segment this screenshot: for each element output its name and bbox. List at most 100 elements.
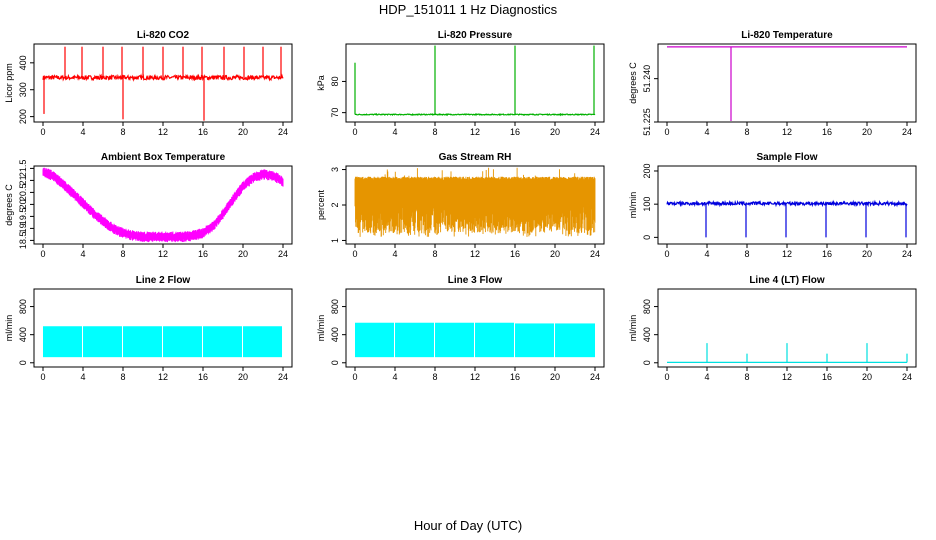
x-tick-label: 20: [862, 249, 872, 259]
series: [667, 343, 908, 363]
x-tick-label: 20: [862, 372, 872, 382]
panel-title: Line 2 Flow: [136, 275, 191, 286]
y-axis-label: degrees C: [628, 62, 638, 104]
y-tick-label: 200: [642, 163, 652, 178]
series: [667, 46, 907, 121]
y-tick-label: 0: [642, 235, 652, 240]
panel-title: Sample Flow: [756, 152, 817, 163]
panel-7: Line 2 Flow ml/min 0 4 8 12 16 20 24 0 400 800: [4, 275, 293, 382]
flow-segment: [555, 323, 595, 358]
x-tick-label: 8: [744, 249, 749, 259]
x-tick-label: 20: [550, 127, 560, 137]
y-tick-label: 20.5: [18, 184, 28, 202]
y-tick-label: 800: [18, 299, 28, 314]
panel-title: Li-820 Temperature: [741, 30, 833, 41]
y-axis-label: degrees C: [4, 184, 14, 226]
x-tick-label: 8: [432, 372, 437, 382]
y-tick-label: 300: [18, 82, 28, 97]
flow-segment: [515, 323, 554, 358]
x-tick-label: 0: [40, 249, 45, 259]
flow-segment: [83, 326, 122, 358]
y-tick-label: 400: [18, 55, 28, 70]
y-tick-label: 19.5: [18, 208, 28, 226]
x-tick-label: 12: [158, 372, 168, 382]
y-tick-label: 0: [330, 360, 340, 365]
flow-segment: [395, 322, 434, 358]
x-tick-label: 4: [80, 372, 85, 382]
x-tick-label: 16: [510, 127, 520, 137]
flow-segment: [123, 326, 162, 358]
baseline-trace: [42, 73, 284, 82]
y-tick-label: 800: [642, 299, 652, 314]
baseline-trace: [666, 199, 908, 208]
y-tick-label: 20: [18, 199, 28, 209]
flow-segment: [43, 326, 82, 358]
x-tick-label: 4: [704, 372, 709, 382]
x-tick-label: 20: [238, 372, 248, 382]
x-tick-label: 8: [744, 372, 749, 382]
y-tick-label: 19: [18, 223, 28, 233]
x-tick-label: 16: [510, 372, 520, 382]
y-tick-label: 21: [18, 175, 28, 185]
x-tick-label: 24: [902, 372, 912, 382]
x-tick-label: 0: [352, 372, 357, 382]
plot-box: [345, 43, 605, 123]
panel-title: Li-820 Pressure: [438, 30, 513, 41]
panel-4: Ambient Box Temperature degrees C 0 4 8 12 16 2…: [4, 152, 293, 259]
y-tick-label: 400: [18, 327, 28, 342]
x-tick-label: 16: [822, 372, 832, 382]
y-tick-label: 70: [330, 108, 340, 118]
x-tick-label: 12: [782, 372, 792, 382]
x-tick-label: 0: [40, 127, 45, 137]
x-tick-label: 16: [822, 249, 832, 259]
x-tick-label: 16: [198, 372, 208, 382]
flow-segment: [355, 322, 394, 358]
x-tick-label: 4: [704, 127, 709, 137]
y-tick-label: 400: [330, 327, 340, 342]
flow-segment: [243, 326, 282, 358]
x-tick-label: 0: [40, 372, 45, 382]
series: [43, 326, 282, 358]
x-tick-label: 12: [782, 127, 792, 137]
x-tick-label: 12: [158, 127, 168, 137]
x-tick-label: 12: [470, 127, 480, 137]
y-tick-label: 0: [18, 360, 28, 365]
x-axis-label: Hour of Day (UTC): [413, 518, 523, 533]
y-tick-label: 1: [330, 238, 340, 243]
y-axis-label: kPa: [316, 75, 326, 91]
rh-trace: [354, 167, 596, 237]
series: [354, 167, 596, 237]
x-tick-label: 0: [352, 127, 357, 137]
x-tick-label: 0: [664, 372, 669, 382]
x-tick-label: 0: [352, 249, 357, 259]
flow-segment: [475, 322, 514, 358]
flow-segment: [163, 326, 202, 358]
baseline-trace: [355, 112, 596, 117]
x-tick-label: 4: [704, 249, 709, 259]
y-axis-label: ml/min: [316, 315, 326, 342]
series: [42, 46, 284, 121]
page-title: HDP_151011 1 Hz Diagnostics: [378, 2, 558, 17]
panel-title: Ambient Box Temperature: [101, 152, 226, 163]
x-tick-label: 24: [278, 127, 288, 137]
x-tick-label: 12: [158, 249, 168, 259]
flow-segment: [435, 322, 474, 358]
x-tick-label: 24: [590, 372, 600, 382]
y-tick-label: 51.240: [642, 65, 652, 93]
x-tick-label: 16: [198, 127, 208, 137]
y-axis-label: ml/min: [628, 315, 638, 342]
x-tick-label: 0: [664, 249, 669, 259]
panel-8: Line 3 Flow ml/min 0 4 8 12 16 20 24 0 400 800: [316, 275, 605, 382]
x-tick-label: 16: [822, 127, 832, 137]
x-tick-label: 24: [902, 127, 912, 137]
x-tick-label: 12: [470, 249, 480, 259]
x-tick-label: 24: [278, 372, 288, 382]
series: [666, 199, 908, 238]
y-tick-label: 3: [330, 167, 340, 172]
y-tick-label: 2: [330, 202, 340, 207]
x-tick-label: 20: [238, 127, 248, 137]
y-tick-label: 800: [330, 299, 340, 314]
x-tick-label: 16: [510, 249, 520, 259]
